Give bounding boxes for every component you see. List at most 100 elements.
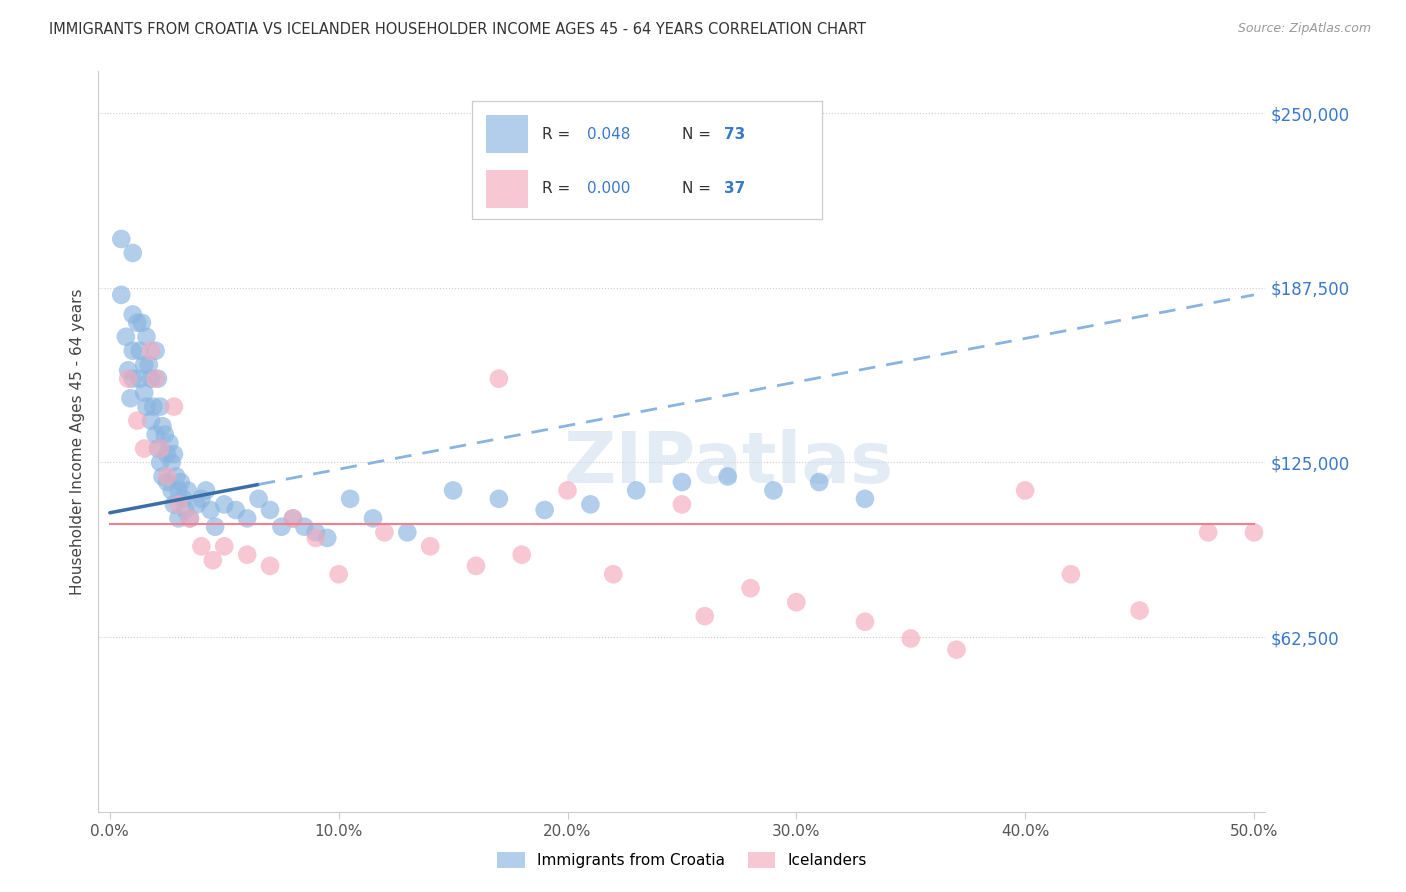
Point	[624, 483, 647, 498]
Point	[134, 442, 156, 456]
Point	[172, 491, 194, 506]
Point	[785, 595, 807, 609]
Point	[149, 455, 172, 469]
Point	[1060, 567, 1083, 582]
Point	[110, 232, 132, 246]
Point	[121, 372, 143, 386]
Point	[419, 539, 441, 553]
Point	[488, 491, 510, 506]
Point	[281, 511, 304, 525]
Point	[200, 503, 222, 517]
Point	[557, 483, 579, 498]
Point	[167, 483, 190, 498]
Point	[110, 288, 132, 302]
Point	[165, 469, 187, 483]
Point	[176, 483, 198, 498]
Text: IMMIGRANTS FROM CROATIA VS ICELANDER HOUSEHOLDER INCOME AGES 45 - 64 YEARS CORRE: IMMIGRANTS FROM CROATIA VS ICELANDER HOU…	[49, 22, 866, 37]
Point	[179, 511, 201, 525]
Point	[120, 391, 142, 405]
Point	[717, 469, 740, 483]
Point	[134, 358, 156, 372]
Point	[146, 442, 169, 456]
Point	[135, 330, 157, 344]
Point	[152, 419, 174, 434]
Point	[441, 483, 464, 498]
Point	[115, 330, 138, 344]
Point	[305, 531, 328, 545]
Point	[167, 511, 190, 525]
Point	[121, 246, 143, 260]
Point	[149, 442, 172, 456]
Point	[142, 400, 165, 414]
Point	[270, 520, 292, 534]
Point	[900, 632, 922, 646]
Point	[156, 475, 179, 489]
Point	[167, 497, 190, 511]
Point	[945, 642, 967, 657]
Point	[138, 358, 160, 372]
Point	[163, 447, 186, 461]
Point	[153, 427, 176, 442]
Point	[146, 372, 169, 386]
Point	[602, 567, 624, 582]
Point	[170, 475, 193, 489]
Point	[1014, 483, 1036, 498]
Point	[236, 511, 259, 525]
Point	[762, 483, 785, 498]
Text: ZIPatlas: ZIPatlas	[564, 429, 894, 499]
Point	[361, 511, 384, 525]
Point	[121, 307, 143, 321]
Point	[139, 414, 162, 428]
Point	[693, 609, 716, 624]
Point	[465, 558, 488, 573]
Point	[247, 491, 270, 506]
Point	[121, 343, 143, 358]
Point	[139, 372, 162, 386]
Point	[1197, 525, 1219, 540]
Legend: Immigrants from Croatia, Icelanders: Immigrants from Croatia, Icelanders	[491, 847, 873, 874]
Point	[281, 511, 304, 525]
Point	[174, 503, 197, 517]
Point	[808, 475, 831, 489]
Point	[179, 511, 201, 525]
Point	[190, 491, 212, 506]
Y-axis label: Householder Income Ages 45 - 64 years: Householder Income Ages 45 - 64 years	[69, 288, 84, 595]
Point	[127, 414, 149, 428]
Point	[204, 520, 226, 534]
Point	[671, 497, 693, 511]
Point	[510, 548, 533, 562]
Point	[160, 483, 183, 498]
Point	[117, 363, 139, 377]
Point	[157, 436, 180, 450]
Point	[156, 469, 179, 483]
Point	[292, 520, 315, 534]
Point	[488, 372, 510, 386]
Point	[225, 503, 247, 517]
Point	[186, 497, 208, 511]
Text: Source: ZipAtlas.com: Source: ZipAtlas.com	[1237, 22, 1371, 36]
Point	[1128, 603, 1150, 617]
Point	[853, 491, 876, 506]
Point	[131, 316, 153, 330]
Point	[160, 455, 183, 469]
Point	[190, 539, 212, 553]
Point	[579, 497, 602, 511]
Point	[128, 343, 150, 358]
Point	[339, 491, 361, 506]
Point	[152, 469, 174, 483]
Point	[134, 385, 156, 400]
Point	[163, 497, 186, 511]
Point	[117, 372, 139, 386]
Point	[163, 400, 186, 414]
Point	[128, 372, 150, 386]
Point	[135, 400, 157, 414]
Point	[194, 483, 217, 498]
Point	[328, 567, 350, 582]
Point	[145, 372, 167, 386]
Point	[214, 497, 236, 511]
Point	[259, 503, 281, 517]
Point	[671, 475, 693, 489]
Point	[145, 343, 167, 358]
Point	[156, 447, 179, 461]
Point	[1243, 525, 1265, 540]
